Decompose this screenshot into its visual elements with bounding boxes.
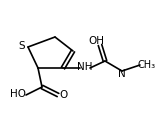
Text: S: S: [19, 41, 25, 51]
Text: N: N: [118, 69, 126, 79]
Text: O: O: [59, 90, 67, 100]
Text: NH: NH: [77, 62, 93, 72]
Text: HO: HO: [10, 89, 26, 99]
Text: CH₃: CH₃: [138, 60, 156, 70]
Text: OH: OH: [88, 36, 104, 46]
